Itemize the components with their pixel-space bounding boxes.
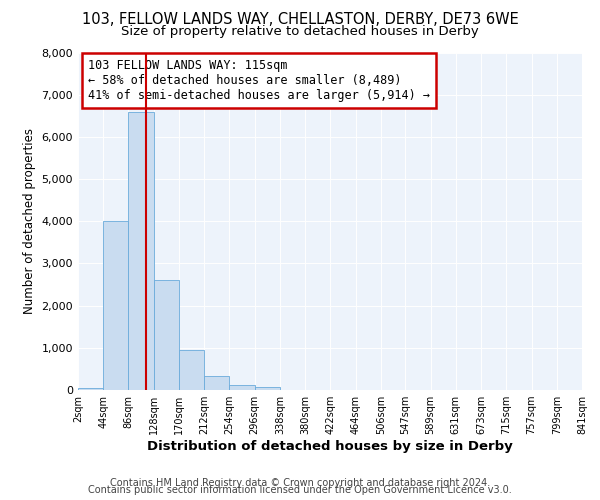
- Bar: [78, 388, 103, 390]
- Text: 103 FELLOW LANDS WAY: 115sqm
← 58% of detached houses are smaller (8,489)
41% of: 103 FELLOW LANDS WAY: 115sqm ← 58% of de…: [88, 59, 430, 102]
- Text: 103, FELLOW LANDS WAY, CHELLASTON, DERBY, DE73 6WE: 103, FELLOW LANDS WAY, CHELLASTON, DERBY…: [82, 12, 518, 28]
- Text: Size of property relative to detached houses in Derby: Size of property relative to detached ho…: [121, 25, 479, 38]
- Bar: [229, 384, 254, 390]
- Bar: [128, 112, 154, 390]
- Bar: [254, 388, 280, 390]
- Bar: [179, 350, 204, 390]
- X-axis label: Distribution of detached houses by size in Derby: Distribution of detached houses by size …: [147, 440, 513, 453]
- Y-axis label: Number of detached properties: Number of detached properties: [23, 128, 36, 314]
- Bar: [204, 376, 229, 390]
- Text: Contains public sector information licensed under the Open Government Licence v3: Contains public sector information licen…: [88, 485, 512, 495]
- Bar: [154, 280, 179, 390]
- Text: Contains HM Land Registry data © Crown copyright and database right 2024.: Contains HM Land Registry data © Crown c…: [110, 478, 490, 488]
- Bar: [103, 221, 128, 390]
